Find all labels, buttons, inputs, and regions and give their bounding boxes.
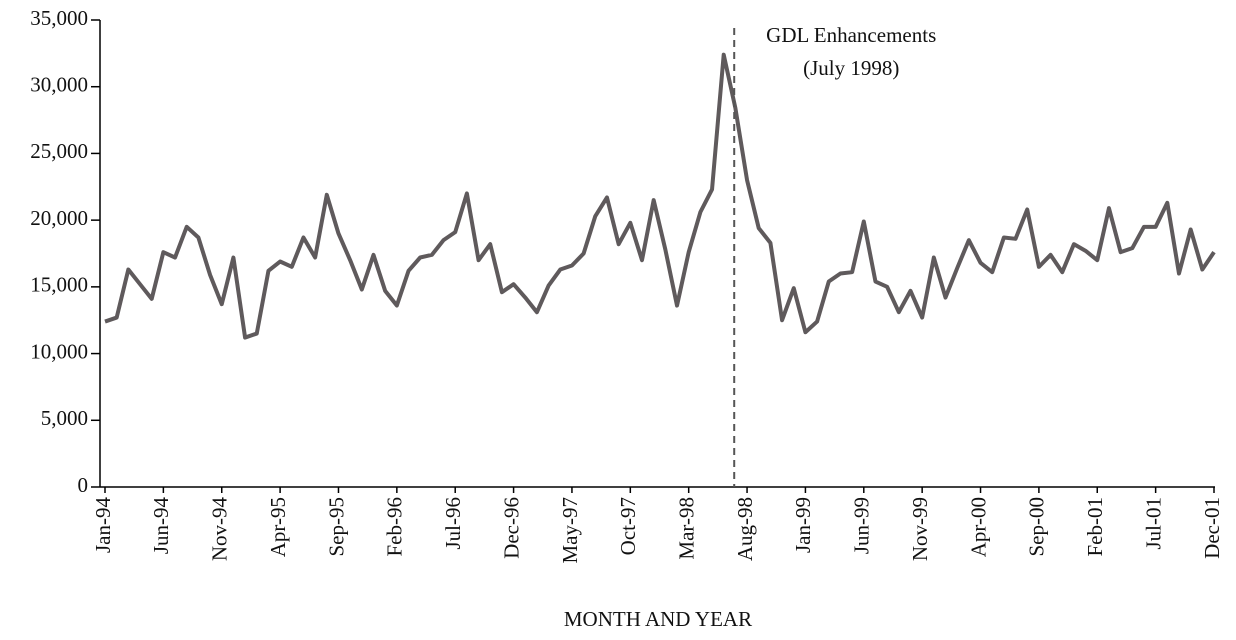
y-tick-label: 0 — [78, 473, 89, 497]
y-tick-label: 15,000 — [30, 273, 88, 297]
x-tick-label: Jun-99 — [850, 497, 874, 554]
x-tick-label: May-97 — [558, 497, 582, 564]
y-tick-label: 30,000 — [30, 73, 88, 97]
annotation: GDL Enhancements — [766, 23, 936, 47]
x-tick-label: Jul-96 — [441, 497, 465, 550]
x-tick-label: Sep-95 — [324, 497, 348, 557]
y-tick-label: 25,000 — [30, 139, 88, 163]
x-tick-label: Sep-00 — [1025, 497, 1049, 557]
x-tick-label: Feb-01 — [1083, 497, 1107, 557]
y-tick-label: 20,000 — [30, 206, 88, 230]
x-tick-label: Jan-99 — [791, 497, 815, 553]
x-tick-label: Oct-97 — [616, 497, 640, 555]
x-axis-title: MONTH AND YEAR — [564, 607, 752, 631]
x-tick-label: Nov-99 — [908, 497, 932, 561]
x-tick-label: Nov-94 — [208, 497, 232, 562]
data-line — [104, 52, 1216, 340]
y-tick-label: 35,000 — [30, 6, 88, 30]
x-tick-label: Apr-00 — [966, 497, 990, 557]
x-tick-label: Aug-98 — [733, 497, 757, 561]
y-tick-label: 10,000 — [30, 339, 88, 363]
x-tick-label: Apr-95 — [266, 497, 290, 557]
annotation: (July 1998) — [803, 56, 899, 80]
x-tick-label: Dec-96 — [499, 497, 523, 559]
x-tick-label: Jun-94 — [149, 497, 173, 555]
y-tick-label: 5,000 — [41, 406, 88, 430]
x-tick-label: Mar-98 — [674, 497, 698, 560]
x-tick-label: Jan-94 — [91, 497, 115, 553]
x-tick-label: Jul-01 — [1141, 497, 1165, 550]
x-tick-label: Feb-96 — [383, 497, 407, 557]
x-tick-label: Dec-01 — [1200, 497, 1224, 559]
